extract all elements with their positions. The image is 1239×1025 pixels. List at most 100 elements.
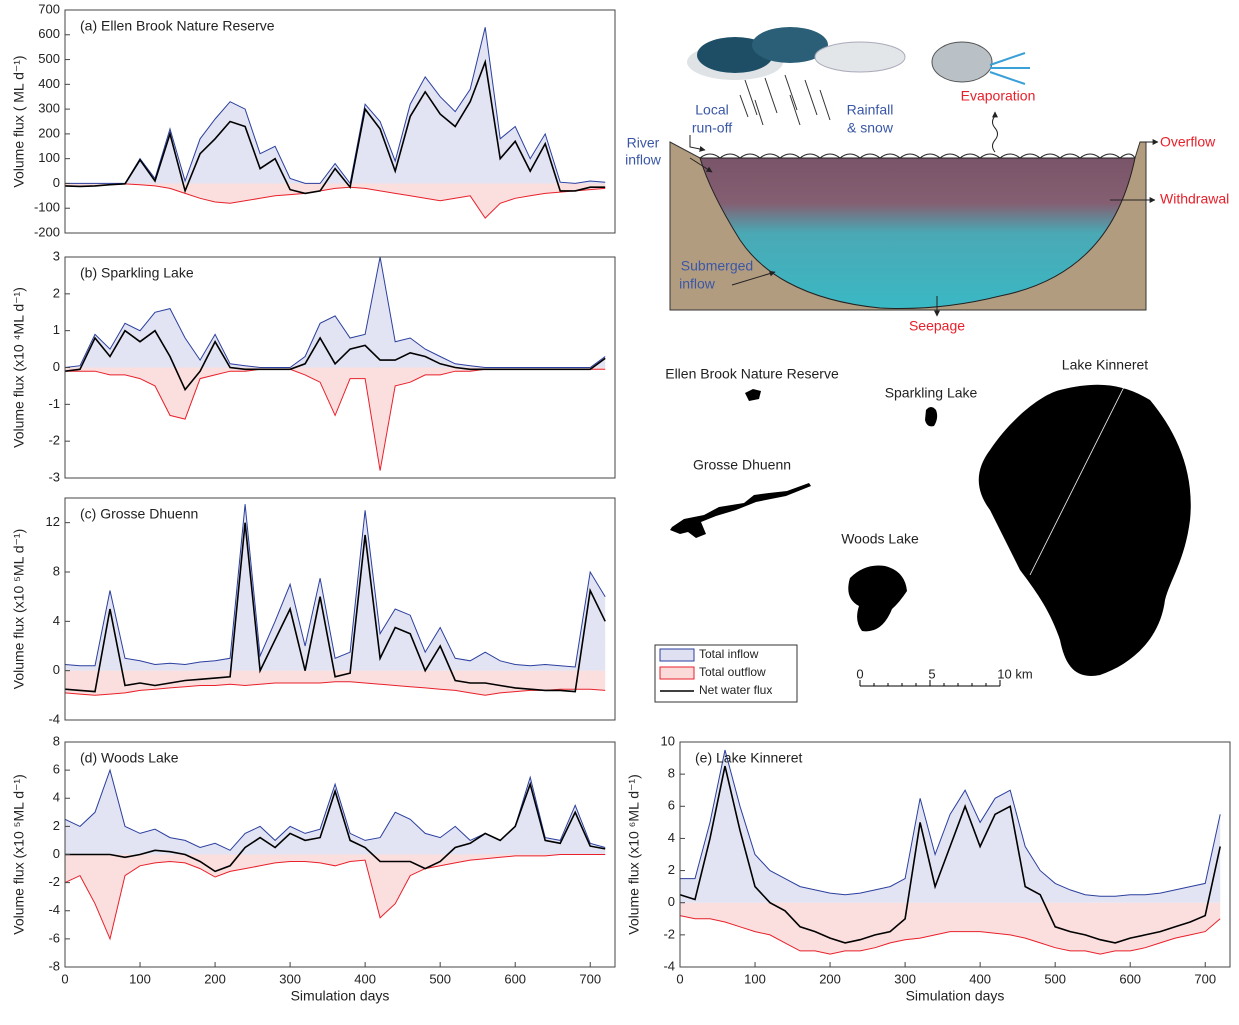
- flux-line: [64, 256, 606, 368]
- flux-line: [679, 915, 1221, 955]
- label: River: [627, 135, 660, 151]
- flux-area: [65, 27, 606, 184]
- y-tick-label: -2: [48, 433, 60, 448]
- x-tick-label: 300: [894, 971, 916, 986]
- plot-frame: [64, 497, 616, 721]
- scale-label: 0: [856, 666, 863, 681]
- y-tick-label: 0: [53, 175, 60, 190]
- x-tick-label: 600: [1119, 971, 1141, 986]
- lake-name: Woods Lake: [841, 531, 919, 547]
- y-tick-label: -4: [48, 902, 60, 917]
- y-tick-label: 10: [661, 733, 675, 748]
- y-tick-label: -4: [48, 711, 60, 726]
- x-tick-label: 0: [61, 971, 68, 986]
- scale-label: 5: [928, 666, 935, 681]
- label: Local: [695, 102, 728, 118]
- label: run-off: [692, 120, 732, 136]
- y-tick-label: 100: [38, 150, 60, 165]
- y-tick-label: 0: [53, 359, 60, 374]
- legend: Total inflow Total outflow Net water flux: [654, 644, 798, 703]
- legend-swatch: [659, 648, 695, 662]
- flux-line: [64, 58, 606, 195]
- x-tick-label: 0: [676, 971, 683, 986]
- x-tick-label: 500: [429, 971, 451, 986]
- label: Seepage: [909, 318, 965, 334]
- label: Evaporation: [961, 88, 1036, 104]
- x-tick-label: 100: [744, 971, 766, 986]
- y-tick-label: 1: [53, 322, 60, 337]
- x-tick-label: 700: [1194, 971, 1216, 986]
- y-tick-label: -4: [663, 958, 675, 973]
- label: inflow: [625, 152, 662, 168]
- y-tick-label: 4: [668, 830, 675, 845]
- y-tick-label: 3: [53, 248, 60, 263]
- flux-area: [680, 750, 1221, 903]
- flux-line: [64, 522, 606, 693]
- flux-line: [64, 329, 606, 392]
- plot-frame: [64, 9, 616, 234]
- plot-area: [65, 10, 615, 233]
- flux-area: [65, 183, 606, 219]
- y-tick-label: 500: [38, 51, 60, 66]
- x-tick-label: 200: [819, 971, 841, 986]
- label: Submerged: [681, 258, 753, 274]
- lake-name: Ellen Brook Nature Reserve: [665, 366, 839, 382]
- flux-line: [65, 781, 606, 873]
- flux-area: [680, 902, 1221, 955]
- y-tick-label: 700: [38, 1, 60, 16]
- y-tick-label: 8: [53, 563, 60, 578]
- y-tick-label: 2: [53, 285, 60, 300]
- legend-label: Total outflow: [699, 665, 766, 679]
- y-tick-label: -2: [48, 874, 60, 889]
- y-axis-label: Volume flux (x10 ⁵ML d⁻¹): [11, 774, 27, 935]
- y-tick-label: 400: [38, 76, 60, 91]
- flux-area: [65, 854, 606, 939]
- flux-line: [64, 183, 606, 219]
- x-tick-label: 400: [354, 971, 376, 986]
- y-tick-label: 2: [668, 862, 675, 877]
- y-tick-label: -200: [34, 224, 60, 239]
- river-arrow: [689, 157, 713, 173]
- x-tick-label: 400: [969, 971, 991, 986]
- wave: [699, 153, 1136, 159]
- y-tick-label: 6: [668, 798, 675, 813]
- y-tick-label: -3: [48, 469, 60, 484]
- flux-line: [64, 854, 606, 941]
- x-tick-label: 700: [579, 971, 601, 986]
- legend-swatch: [659, 666, 695, 680]
- flux-area: [65, 257, 606, 368]
- panel-title: (c) Grosse Dhuenn: [80, 506, 198, 522]
- panel-title: (a) Ellen Brook Nature Reserve: [80, 18, 275, 34]
- x-axis-label: Simulation days: [291, 988, 390, 1004]
- y-tick-label: 12: [46, 514, 60, 529]
- y-axis-label: Volume flux (x10 ⁵ML d⁻¹): [11, 529, 27, 690]
- legend-label: Net water flux: [699, 683, 772, 697]
- y-tick-label: 0: [668, 894, 675, 909]
- panel-title: (b) Sparkling Lake: [80, 265, 194, 281]
- lake-shape: [745, 389, 761, 401]
- label: inflow: [679, 276, 716, 292]
- flux-area: [65, 770, 606, 855]
- flux-line: [64, 681, 606, 696]
- x-tick-label: 100: [129, 971, 151, 986]
- flux-area: [65, 367, 606, 471]
- clouds: [687, 27, 1030, 85]
- x-tick-label: 500: [1044, 971, 1066, 986]
- x-axis-label: Simulation days: [906, 988, 1005, 1004]
- y-axis-label: Volume flux ( ML d⁻¹): [11, 55, 27, 187]
- x-tick-label: 600: [504, 971, 526, 986]
- x-tick-label: 300: [279, 971, 301, 986]
- y-tick-label: -100: [34, 200, 60, 215]
- y-tick-label: 4: [53, 790, 60, 805]
- submerged-arrow: [731, 270, 776, 286]
- runoff-arrow: [689, 135, 706, 152]
- label: Withdrawal: [1160, 191, 1229, 207]
- y-tick-label: -2: [663, 926, 675, 941]
- y-tick-label: 4: [53, 613, 60, 628]
- lake-shape: [848, 565, 907, 632]
- y-tick-label: 0: [53, 846, 60, 861]
- lake-name: Sparkling Lake: [885, 385, 978, 401]
- y-tick-label: -6: [48, 930, 60, 945]
- lake-shape: [978, 384, 1191, 676]
- y-axis-label: Volume flux (x10 ⁴ML d⁻¹): [11, 287, 27, 448]
